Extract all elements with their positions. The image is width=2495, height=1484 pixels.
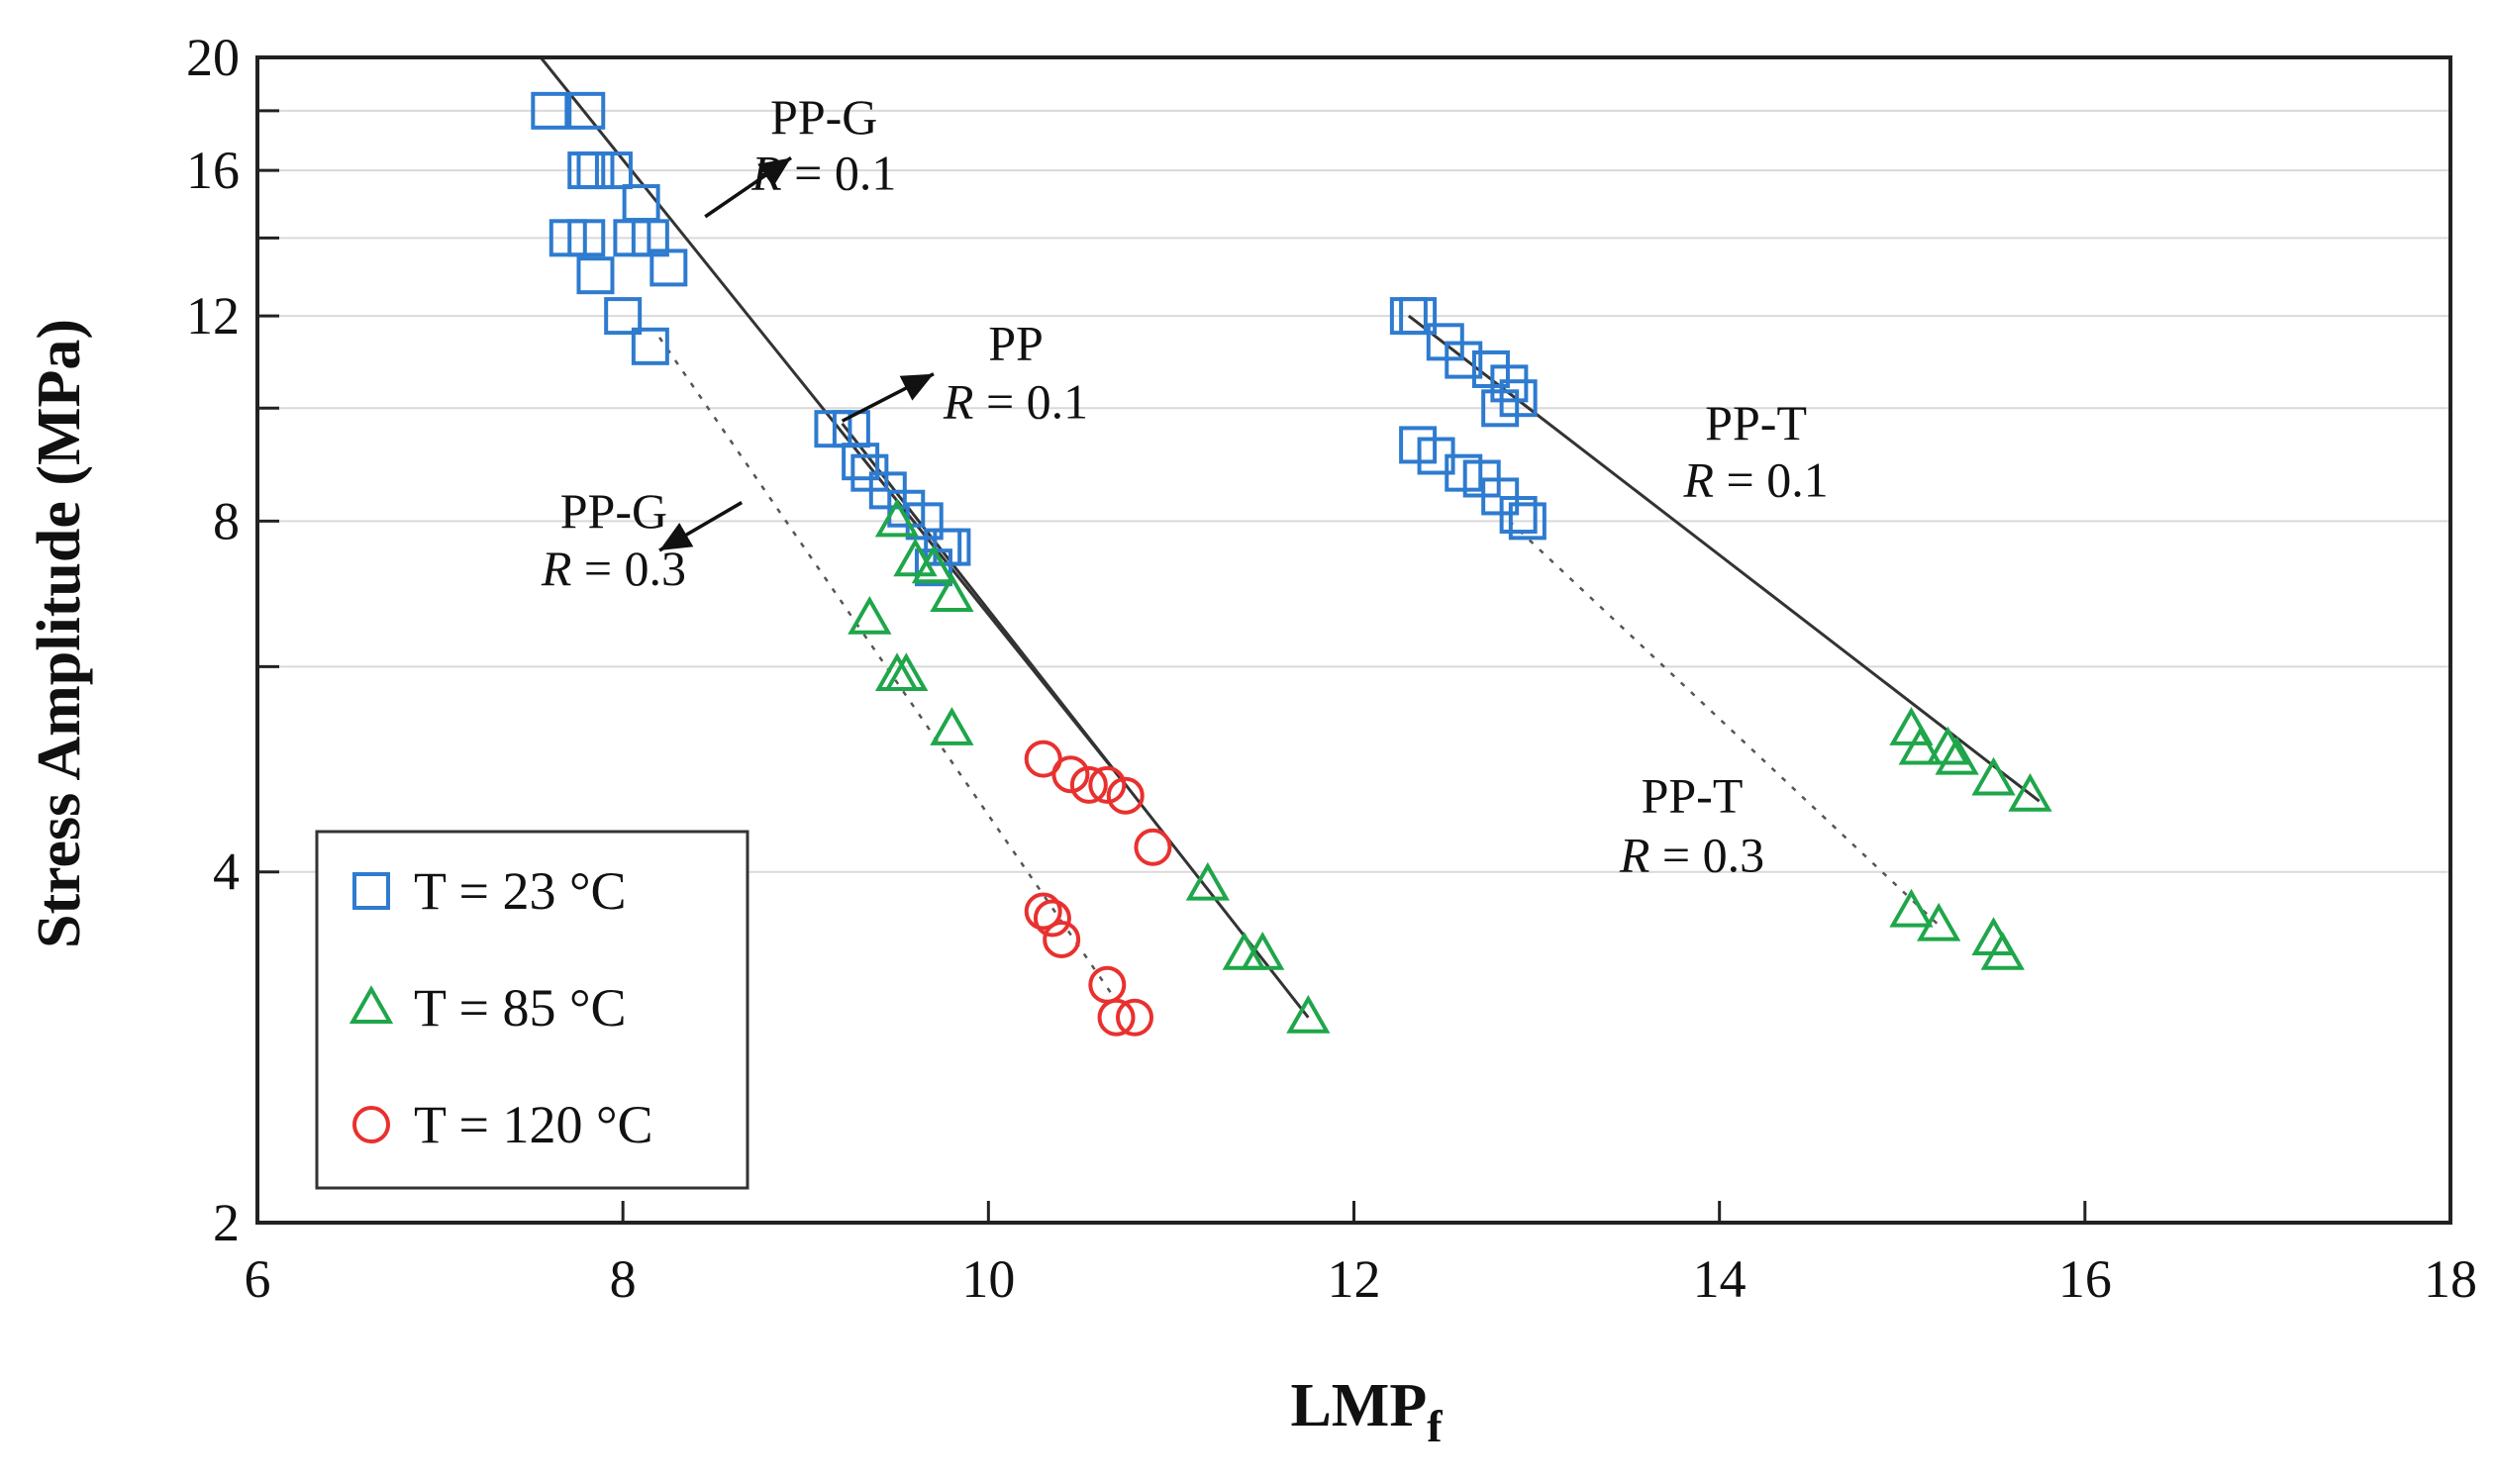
x-tick-label: 12 (1328, 1249, 1381, 1309)
data-point-triangle (874, 498, 920, 538)
annotation-r-value: R = 0.1 (943, 374, 1088, 430)
y-tick-label: 4 (213, 842, 240, 902)
data-point-triangle (1980, 932, 2025, 970)
annotation-label: PP-T (1642, 767, 1744, 823)
data-point-square (576, 256, 615, 295)
fit-line (1407, 314, 2041, 803)
data-point-triangle (1241, 932, 1285, 970)
data-point-circle (1116, 998, 1153, 1037)
data-point-square (531, 91, 569, 130)
annotation-r-value: R = 0.1 (750, 146, 896, 201)
data-point-circle (1088, 965, 1127, 1004)
y-tick-label: 8 (213, 491, 240, 550)
data-point-square (649, 248, 688, 287)
data-point-square (1445, 341, 1483, 379)
x-tick-label: 18 (2424, 1249, 2477, 1309)
annotation-arrow (658, 501, 744, 552)
data-point-square (594, 151, 633, 190)
data-point-square (1499, 496, 1538, 535)
annotation-pp-g-r03: PP-GR = 0.3 (541, 483, 744, 596)
data-point-triangle (893, 538, 938, 577)
data-point-triangle (1917, 902, 1961, 941)
annotation-label: PP-G (560, 483, 667, 539)
legend-label: T = 120 °C (414, 1095, 653, 1154)
annotation-label: PP-G (770, 89, 877, 145)
annotation-label: PP-T (1705, 395, 1807, 450)
annotation-r-value: R = 0.1 (1682, 451, 1828, 507)
axis-ticks: 6 8 10 12 14 16 18 2 4 8 12 16 20 (186, 28, 2477, 1309)
data-point-circle (1051, 755, 1090, 794)
x-tick-label: 16 (2058, 1249, 2112, 1309)
data-point-circle (1097, 998, 1136, 1037)
y-tick-label: 2 (213, 1193, 240, 1252)
annotation-pp-t-r03: PP-TR = 0.3 (1619, 767, 1764, 882)
data-point-circle (1069, 765, 1108, 804)
data-point-square (613, 219, 651, 257)
legend-marker-square (352, 872, 390, 910)
data-point-square (567, 219, 606, 257)
data-point-circle (1033, 899, 1071, 938)
data-point-triangle (1971, 756, 2016, 796)
legend-marker-circle (352, 1106, 390, 1143)
data-point-triangle (930, 573, 974, 613)
data-point-triangle (1898, 726, 1943, 765)
x-tick-label: 8 (610, 1249, 637, 1309)
data-point-triangle (884, 652, 929, 692)
data-point-triangle (930, 707, 974, 745)
data-point-triangle (2008, 772, 2052, 812)
data-point-circle (1088, 765, 1127, 804)
data-point-triangle (1185, 861, 1230, 901)
data-point-square (1508, 502, 1547, 541)
annotation-pp-t-r01: PP-TR = 0.1 (1682, 395, 1828, 507)
legend-marker-triangle (349, 985, 394, 1025)
legend-label: T = 85 °C (414, 978, 627, 1038)
data-point-circle (1024, 892, 1062, 931)
fit-line (1508, 520, 1941, 927)
y-axis-label: Stress Amplitude (MPa) (26, 319, 93, 948)
data-point-triangle (1926, 726, 1970, 765)
legend: T = 23 °C T = 85 °C T = 120 °C (315, 830, 749, 1190)
x-tick-label: 14 (1693, 1249, 1746, 1309)
data-point-square (604, 297, 643, 336)
fit-line (841, 422, 1310, 1019)
annotation-pp-r01: PPR = 0.1 (841, 316, 1088, 430)
data-point-triangle (1286, 995, 1331, 1034)
y-tick-label: 12 (186, 286, 240, 346)
x-tick-label: 6 (245, 1249, 271, 1309)
data-point-square (622, 184, 660, 223)
fit-lines (539, 56, 2041, 1019)
y-tick-label: 16 (186, 141, 240, 200)
data-point-triangle (1935, 736, 1979, 775)
annotation-r-value: R = 0.3 (1619, 828, 1764, 883)
data-point-triangle (1889, 888, 1934, 928)
data-point-triangle (848, 595, 892, 635)
data-point-square (1490, 364, 1529, 403)
x-tick-label: 10 (961, 1249, 1015, 1309)
data-point-square (567, 91, 606, 130)
data-point-circle (1134, 828, 1172, 866)
legend-label: T = 23 °C (414, 861, 627, 921)
data-point-square (842, 443, 880, 481)
annotation-arrow (704, 155, 792, 219)
annotation-pp-g-r01: PP-GR = 0.1 (704, 89, 896, 219)
data-point-square (631, 327, 669, 365)
data-point-circle (1043, 920, 1081, 958)
data-point-triangle (911, 544, 956, 584)
annotation-arrow (841, 372, 935, 423)
data-points (531, 91, 2052, 1037)
annotation-label: PP (988, 316, 1044, 371)
data-point-square (1481, 389, 1520, 428)
y-tick-label: 20 (186, 28, 240, 87)
data-point-circle (1106, 776, 1145, 815)
x-axis-label: LMPf (1290, 1372, 1443, 1451)
data-point-square (1399, 297, 1438, 336)
